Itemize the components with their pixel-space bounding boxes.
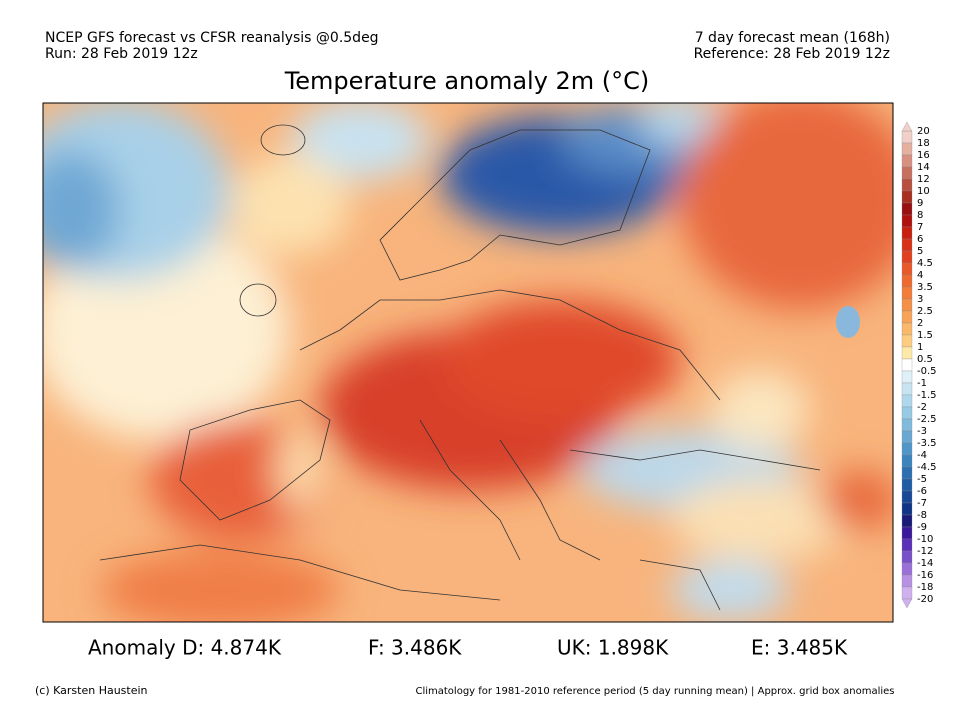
colorbar-box [901,430,913,444]
colorbar-box [901,394,913,408]
colorbar-box [901,190,913,204]
colorbar-label: 20 [917,126,930,137]
colorbar-box [901,586,913,600]
colorbar-label: -9 [917,522,927,533]
colorbar-box [901,406,913,420]
colorbar-label: -4 [917,450,927,461]
colorbar-label: 16 [917,150,930,161]
colorbar-label: 3 [917,294,923,305]
colorbar-box [901,454,913,468]
colorbar-label: -20 [917,594,933,605]
colorbar-label: -8 [917,510,927,521]
colorbar-label: -3.5 [917,438,937,449]
colorbar-box [901,226,913,240]
footer-note: Climatology for 1981-2010 reference peri… [415,686,894,697]
colorbar-label: 6 [917,234,923,245]
header-line: NCEP GFS forecast vs CFSR reanalysis @0.… [45,30,379,46]
colorbar-box [901,274,913,288]
colorbar-box [901,538,913,552]
colorbar-box [901,550,913,564]
colorbar: 201816141210987654.543.532.521.510.5-0.5… [901,121,937,609]
colorbar-box [901,250,913,264]
colorbar-box [901,562,913,576]
colorbar-label: 8 [917,210,923,221]
colorbar-label: 3.5 [917,282,933,293]
colorbar-label: -10 [917,534,933,545]
colorbar-box [901,526,913,540]
colorbar-label: 1 [917,342,923,353]
colorbar-label: 14 [917,162,930,173]
colorbar-label: -3 [917,426,927,437]
colorbar-box [901,178,913,192]
colorbar-label: -16 [917,570,933,581]
anomaly: Anomaly D: 4.874K [88,636,282,660]
map-frame [42,102,894,623]
colorbar-label: -4.5 [917,462,937,473]
header-line: Reference: 28 Feb 2019 12z [694,46,890,62]
colorbar-label: 9 [917,198,923,209]
colorbar-label: 7 [917,222,923,233]
colorbar-box [901,166,913,180]
colorbar-label: 18 [917,138,930,149]
colorbar-box [901,346,913,360]
colorbar-box [901,298,913,312]
header-line: 7 day forecast mean (168h) [695,30,890,46]
colorbar-box [901,502,913,516]
colorbar-label: 0.5 [917,354,933,365]
colorbar-box [901,262,913,276]
colorbar-label: 4.5 [917,258,933,269]
colorbar-box [901,370,913,384]
colorbar-label: 12 [917,174,930,185]
colorbar-box [901,202,913,216]
colorbar-label: 4 [917,270,923,281]
header-line: Run: 28 Feb 2019 12z [45,46,198,62]
colorbar-label: -2 [917,402,927,413]
title: Temperature anomaly 2m (°C) [284,67,650,95]
colorbar-box [901,442,913,456]
colorbar-box [901,334,913,348]
colorbar-box [901,574,913,588]
colorbar-label: -0.5 [917,366,937,377]
anomaly: E: 3.485K [751,636,848,660]
colorbar-label: -1 [917,378,927,389]
colorbar-label: 10 [917,186,930,197]
colorbar-box [901,130,913,144]
colorbar-label: 2 [917,318,923,329]
colorbar-box [901,142,913,156]
anomaly: F: 3.486K [368,636,462,660]
colorbar-label: -5 [917,474,927,485]
credit: (c) Karsten Haustein [35,684,148,697]
colorbar-label: -18 [917,582,933,593]
colorbar-box [901,322,913,336]
colorbar-box [901,238,913,252]
colorbar-label: -1.5 [917,390,937,401]
colorbar-box [901,466,913,480]
map [43,103,893,622]
colorbar-end [901,121,913,132]
colorbar-label: -14 [917,558,933,569]
colorbar-box [901,310,913,324]
colorbar-box [901,382,913,396]
colorbar-box [901,490,913,504]
colorbar-box [901,358,913,372]
colorbar-box [901,214,913,228]
colorbar-end [901,598,913,609]
colorbar-box [901,478,913,492]
colorbar-label: -2.5 [917,414,937,425]
colorbar-box [901,418,913,432]
colorbar-box [901,286,913,300]
colorbar-label: 1.5 [917,330,933,341]
colorbar-label: -6 [917,486,927,497]
colorbar-label: -12 [917,546,933,557]
colorbar-box [901,154,913,168]
colorbar-label: 2.5 [917,306,933,317]
colorbar-box [901,514,913,528]
anomaly: UK: 1.898K [557,636,669,660]
colorbar-label: -7 [917,498,927,509]
colorbar-label: 5 [917,246,923,257]
